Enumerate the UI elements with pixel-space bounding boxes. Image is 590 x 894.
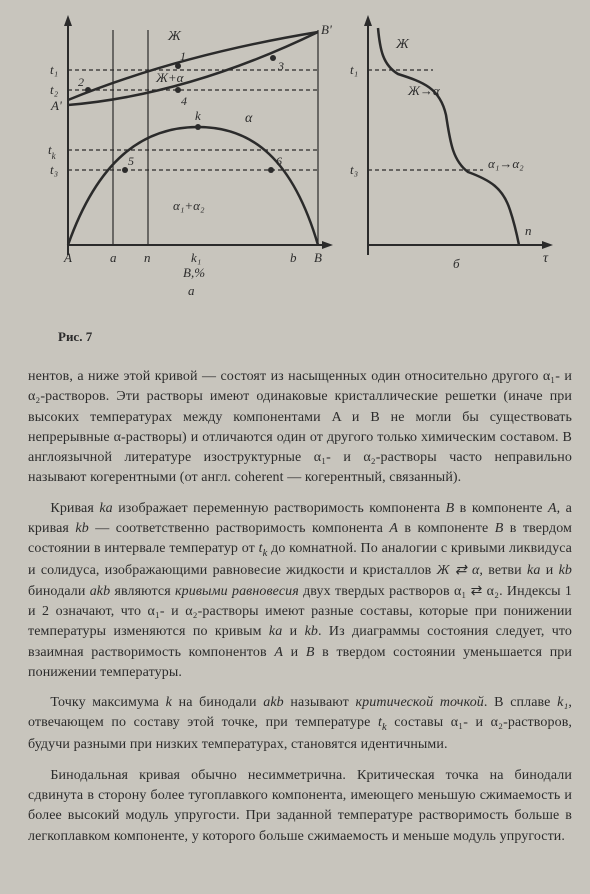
label-k: k [195, 108, 201, 123]
p2-t19: kb [559, 563, 572, 578]
point-4 [175, 87, 181, 93]
cooling-curve [378, 28, 519, 245]
r-region-zh-a: Ж→α [407, 83, 441, 98]
xlab-B: B [314, 250, 322, 265]
p3-t5: критической точкой [356, 695, 484, 710]
p3-t7: k₁ [557, 695, 568, 710]
xlab-n: n [144, 250, 151, 265]
point-k [195, 124, 201, 130]
p2-t17: ka [527, 563, 540, 578]
right-y-arrow [364, 15, 372, 26]
label-Bprime: B' [321, 22, 332, 37]
p3-t0: Точку максимума [50, 695, 165, 710]
p2-t31: B [306, 645, 315, 660]
ytick-t3: t₃ [50, 162, 58, 177]
p3-t6: . В сплаве [484, 695, 557, 710]
p2-t29: A [274, 645, 283, 660]
r-ytick-t1: t₁ [350, 62, 358, 77]
point-1 [175, 63, 181, 69]
region-a1a2: α₁+α₂ [173, 198, 205, 213]
figure-7: 1 2 3 4 5 6 k A' B' t₁ t₂ tk t₃ A a n k₁… [28, 10, 572, 345]
r-region-zh: Ж [395, 37, 410, 52]
paragraph-4: Бинодальная кривая обычно несимметрична.… [28, 766, 572, 847]
paragraph-2: Кривая ka изображает переменную раствори… [28, 499, 572, 683]
p2-t2: изображает переменную растворимость комп… [113, 501, 446, 516]
r-ytick-t3: t₃ [350, 162, 358, 177]
p3-t3: akb [263, 695, 284, 710]
label-Aprime: A' [50, 98, 62, 113]
p2-t22: являются [110, 584, 175, 599]
p2-t0: Кривая [50, 501, 99, 516]
r-region-a1a2: α₁→α₂ [488, 156, 524, 171]
right-x-arrow [542, 241, 553, 249]
ytick-tk: tk [48, 142, 57, 161]
phase-diagram-svg: 1 2 3 4 5 6 k A' B' t₁ t₂ tk t₃ A a n k₁… [28, 10, 568, 310]
p2-t3: B [446, 501, 455, 516]
xlab-b: b [290, 250, 297, 265]
p3-t2: на бинодали [172, 695, 263, 710]
p2-t1: ka [99, 501, 112, 516]
region-alpha: α [245, 111, 253, 126]
p3-tk: tk [378, 715, 387, 730]
ytick-t1: t₁ [50, 62, 58, 77]
p2-t27: kb [305, 624, 318, 639]
figure-caption: Рис. 7 [58, 329, 572, 345]
left-x-arrow [322, 241, 333, 249]
region-zh-a: Ж+α [155, 70, 185, 85]
p2-t5: A [548, 501, 557, 516]
xaxis-label: B,% [183, 265, 205, 280]
label-1: 1 [180, 49, 186, 63]
label-5: 5 [128, 154, 134, 168]
p2-t7: kb [75, 521, 88, 536]
p2-t9: A [389, 521, 398, 536]
p2-t26: и [282, 624, 304, 639]
xlab-A: A [63, 250, 72, 265]
xlab-a: a [110, 250, 117, 265]
left-y-arrow [64, 15, 72, 26]
p2-t15: Ж ⇄ α, [437, 563, 483, 578]
p2-t4: в компоненте [454, 501, 548, 516]
r-terminal-n: n [525, 223, 532, 238]
p2-t16: ветви [483, 563, 527, 578]
point-2 [85, 87, 91, 93]
left-sub: а [188, 283, 195, 298]
point-6 [268, 167, 274, 173]
label-4: 4 [181, 94, 187, 108]
p2-t10: в компоненте [398, 521, 495, 536]
xlab-k1: k₁ [191, 250, 201, 265]
p2-t25: ka [269, 624, 282, 639]
p3-t4: называют [284, 695, 356, 710]
p2-t30: и [283, 645, 306, 660]
p2-t23: кривыми равновесия [175, 584, 299, 599]
r-xaxis-label: τ [543, 251, 549, 266]
p2-t18: и [540, 563, 558, 578]
ytick-t2: t₂ [50, 82, 59, 97]
label-3: 3 [277, 59, 284, 73]
p2-t20: бинодали [28, 584, 90, 599]
right-sub: б [453, 256, 460, 271]
label-2: 2 [78, 75, 84, 89]
region-zh: Ж [167, 29, 182, 44]
point-3 [270, 55, 276, 61]
label-6: 6 [276, 154, 282, 168]
p2-t21: akb [90, 584, 111, 599]
paragraph-1: нентов, а ниже этой кривой — состоят из … [28, 367, 572, 489]
paragraph-3: Точку максимума k на бинодали akb называ… [28, 693, 572, 756]
p2-t8: — соответственно растворимость компонент… [89, 521, 390, 536]
curve-binodal [68, 127, 318, 245]
